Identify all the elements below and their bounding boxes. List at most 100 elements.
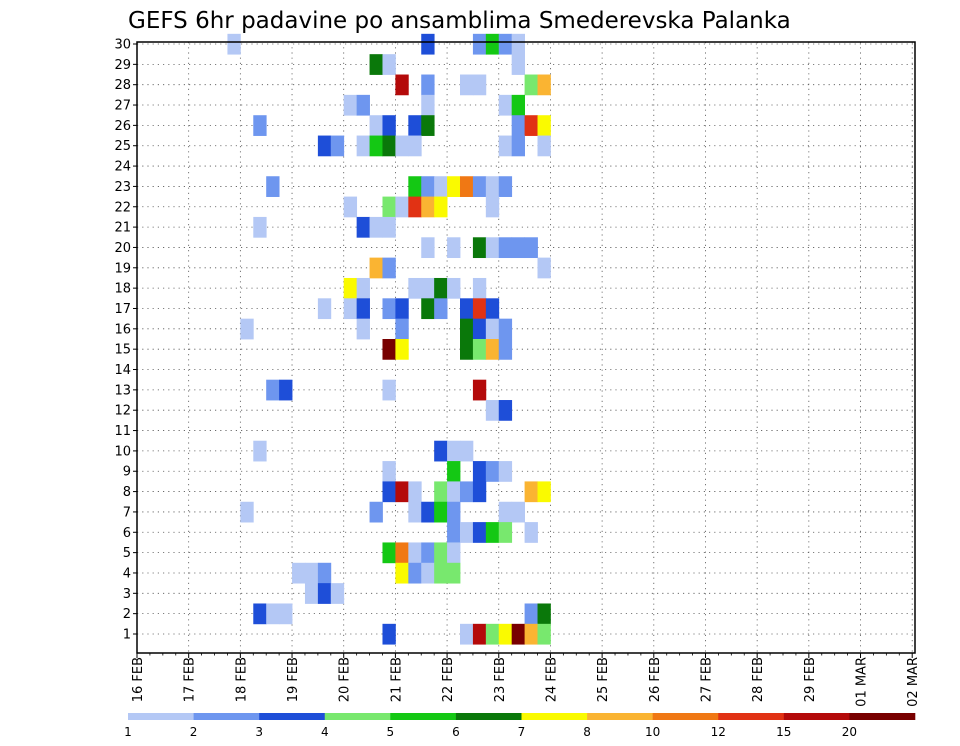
heatmap-cell xyxy=(382,115,396,136)
legend-label: 3 xyxy=(255,725,263,739)
heatmap-cell xyxy=(382,298,396,320)
heatmap-cell xyxy=(227,33,241,55)
y-tick-label: 15 xyxy=(114,343,131,358)
heatmap-cell xyxy=(472,74,487,96)
heatmap-cell xyxy=(279,379,293,401)
heatmap-cell xyxy=(460,339,474,360)
y-tick-label: 14 xyxy=(114,363,131,378)
heatmap-cell xyxy=(421,542,435,564)
heatmap-cell xyxy=(343,196,358,218)
heatmap-cell xyxy=(472,339,487,360)
x-tick-label: 26 FEB xyxy=(648,657,663,702)
heatmap-cell xyxy=(498,94,513,116)
heatmap-cell xyxy=(317,298,332,320)
heatmap-cell xyxy=(447,176,461,197)
legend: 1 2 3 4 5 6 7 8 10 12 15 20 xyxy=(124,713,916,739)
heatmap-cell xyxy=(537,257,551,279)
heatmap-cell xyxy=(460,623,474,645)
legend-label: 1 xyxy=(124,725,132,739)
ticks-layer: 1234567891011121314151617181920212223242… xyxy=(114,38,921,707)
legend-swatch xyxy=(521,713,588,720)
heatmap-cell xyxy=(369,135,383,157)
x-tick-label: 18 FEB xyxy=(234,657,249,702)
heatmap-cell xyxy=(472,379,487,401)
heatmap-cell xyxy=(460,176,474,197)
legend-swatch xyxy=(849,713,916,720)
x-tick-label: 24 FEB xyxy=(544,657,559,702)
heatmap-cell xyxy=(343,277,358,299)
heatmap-cell xyxy=(537,481,551,503)
x-tick-label: 29 FEB xyxy=(803,657,818,702)
heatmap-cell xyxy=(434,176,448,197)
legend-swatch xyxy=(193,713,260,720)
y-tick-label: 3 xyxy=(123,587,131,602)
y-tick-label: 26 xyxy=(114,119,131,134)
legend-swatch xyxy=(783,713,850,720)
heatmap-cell xyxy=(253,603,267,625)
heatmap-cell xyxy=(395,298,409,320)
legend-swatch xyxy=(390,713,457,720)
heatmap-cell xyxy=(472,277,487,299)
heatmap-cell xyxy=(292,562,306,584)
heatmap-cell xyxy=(421,196,435,218)
heatmap-cell xyxy=(460,522,474,543)
legend-label: 10 xyxy=(645,725,660,739)
heatmap-cell xyxy=(317,583,332,604)
x-tick-label: 01 MAR xyxy=(855,657,870,707)
heatmap-cell xyxy=(408,277,422,299)
y-tick-label: 29 xyxy=(114,58,131,73)
heatmap-cell xyxy=(485,33,500,55)
heatmap-cell xyxy=(524,481,538,503)
heatmap-cell xyxy=(369,216,383,238)
heatmap-cell xyxy=(498,501,513,523)
heatmap-cell xyxy=(382,196,396,218)
heatmap-cell xyxy=(343,298,358,320)
heatmap-cell xyxy=(447,542,461,564)
x-tick-label: 28 FEB xyxy=(751,657,766,702)
x-tick-label: 02 MAR xyxy=(906,657,921,707)
y-tick-label: 6 xyxy=(123,526,131,541)
y-tick-label: 12 xyxy=(114,404,131,419)
y-tick-label: 11 xyxy=(114,424,131,439)
legend-swatch xyxy=(324,713,391,720)
y-tick-label: 13 xyxy=(114,383,131,398)
x-tick-label: 19 FEB xyxy=(286,657,301,702)
legend-label: 8 xyxy=(583,725,591,739)
y-tick-label: 9 xyxy=(123,465,131,480)
y-tick-label: 2 xyxy=(123,607,131,622)
heatmap-cell xyxy=(472,237,487,259)
legend-label: 6 xyxy=(452,725,460,739)
heatmap-cell xyxy=(472,461,487,482)
legend-swatch xyxy=(455,713,522,720)
heatmap-cell xyxy=(472,33,487,55)
heatmap-cell xyxy=(537,135,551,157)
heatmap-cell xyxy=(408,481,422,503)
heatmap-cell xyxy=(498,318,513,340)
heatmap-cell xyxy=(369,115,383,136)
heatmap-cell xyxy=(472,318,487,340)
heatmap-cell xyxy=(485,176,500,197)
legend-label: 15 xyxy=(776,725,791,739)
heatmap-cell xyxy=(330,583,345,604)
heatmap-cell xyxy=(395,135,409,157)
heatmap-cell xyxy=(472,176,487,197)
heatmap-cell xyxy=(421,277,435,299)
heatmap-cell xyxy=(485,522,500,543)
heatmap-cell xyxy=(498,33,513,55)
heatmap-cell xyxy=(498,522,513,543)
heatmap-cell xyxy=(472,522,487,543)
legend-swatch xyxy=(718,713,785,720)
heatmap-cell xyxy=(447,440,461,462)
legend-label: 2 xyxy=(190,725,198,739)
cells-layer xyxy=(227,33,551,645)
heatmap-cell xyxy=(537,115,551,136)
heatmap-cell xyxy=(447,501,461,523)
heatmap-cell xyxy=(421,74,435,96)
heatmap-cell xyxy=(460,318,474,340)
x-tick-label: 25 FEB xyxy=(596,657,611,702)
heatmap-cell xyxy=(511,33,525,55)
y-tick-label: 1 xyxy=(123,628,131,643)
heatmap-cell xyxy=(421,562,435,584)
heatmap-cell xyxy=(485,461,500,482)
heatmap-cell xyxy=(382,379,396,401)
